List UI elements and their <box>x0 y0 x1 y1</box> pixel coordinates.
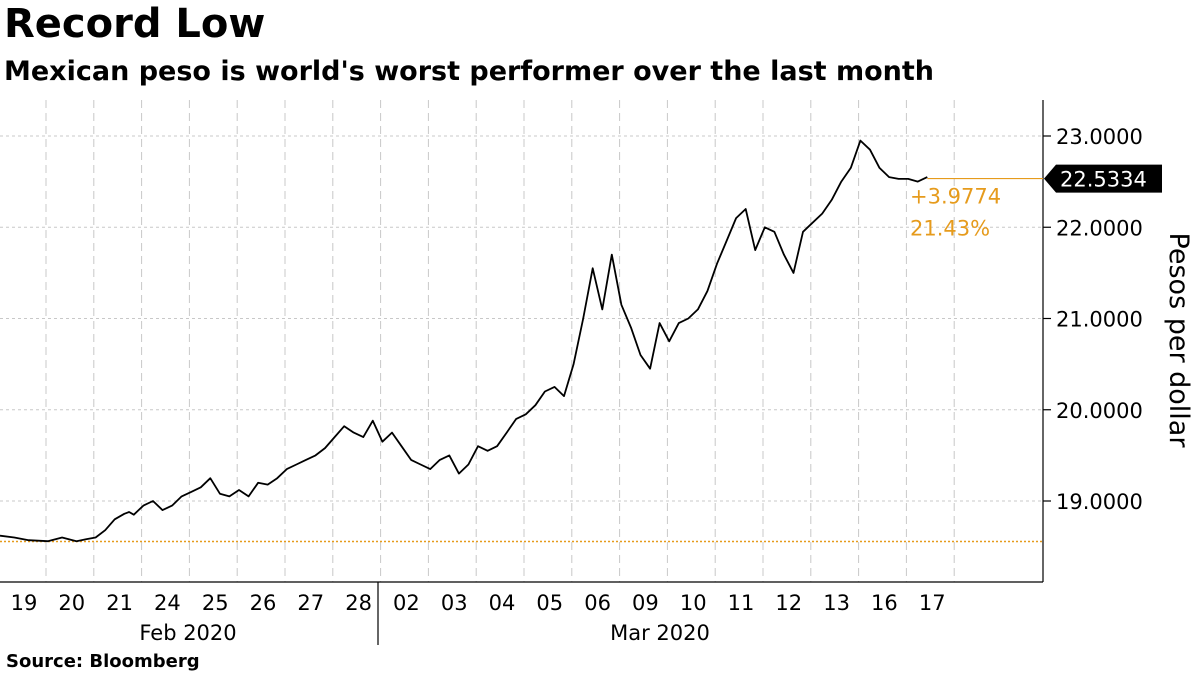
x-tick-label: 25 <box>202 591 229 615</box>
chart-subtitle: Mexican peso is world's worst performer … <box>4 56 935 87</box>
y-tick-label: 22.0000 <box>1056 216 1143 240</box>
x-tick-label: 16 <box>871 591 898 615</box>
y-ticks: 23.0000 22.0000 21.0000 20.0000 19.0000 <box>1043 125 1143 514</box>
x-month-label: Feb 2020 <box>139 621 236 645</box>
y-tick-label: 19.0000 <box>1056 490 1143 514</box>
axes-layer <box>0 100 1044 645</box>
source-note: Source: Bloomberg <box>6 651 200 672</box>
x-tick-label: 21 <box>106 591 133 615</box>
x-tick-label: 12 <box>775 591 802 615</box>
change-pct-annotation: 21.43% <box>910 217 990 241</box>
x-tick-label: 02 <box>393 591 420 615</box>
last-value-label: 22.5334 <box>1060 168 1147 192</box>
x-tick-label: 19 <box>11 591 38 615</box>
x-tick-label: 06 <box>584 591 611 615</box>
x-tick-label: 09 <box>632 591 659 615</box>
x-tick-label: 27 <box>297 591 324 615</box>
x-tick-label: 10 <box>680 591 707 615</box>
x-tick-label: 28 <box>345 591 372 615</box>
x-tick-label: 05 <box>536 591 563 615</box>
x-tick-label: 13 <box>823 591 850 615</box>
y-tick-label: 23.0000 <box>1056 125 1143 149</box>
chart-title: Record Low <box>4 1 266 47</box>
change-annotation: +3.9774 <box>910 185 1001 209</box>
last-value-badge: 22.5334 <box>1044 164 1162 193</box>
grid-layer <box>0 100 1043 582</box>
x-tick-label: 20 <box>58 591 85 615</box>
last-value-badge-shape <box>1044 164 1162 193</box>
y-tick-label: 20.0000 <box>1056 399 1143 423</box>
x-tick-label: 26 <box>250 591 277 615</box>
x-tick-label: 24 <box>154 591 181 615</box>
x-tick-label: 11 <box>728 591 755 615</box>
y-axis-label: Pesos per dollar <box>1163 233 1194 449</box>
series-line-usdmxn <box>0 139 928 543</box>
x-month-label: Mar 2020 <box>610 621 710 645</box>
x-tick-label: 17 <box>919 591 946 615</box>
x-tick-label: 04 <box>489 591 516 615</box>
y-tick-label: 21.0000 <box>1056 308 1143 332</box>
x-tick-label: 03 <box>441 591 468 615</box>
x-ticks: 19 20 21 24 25 26 27 28 02 03 04 05 06 09 10 11 12 13 16 17… <box>11 591 946 645</box>
